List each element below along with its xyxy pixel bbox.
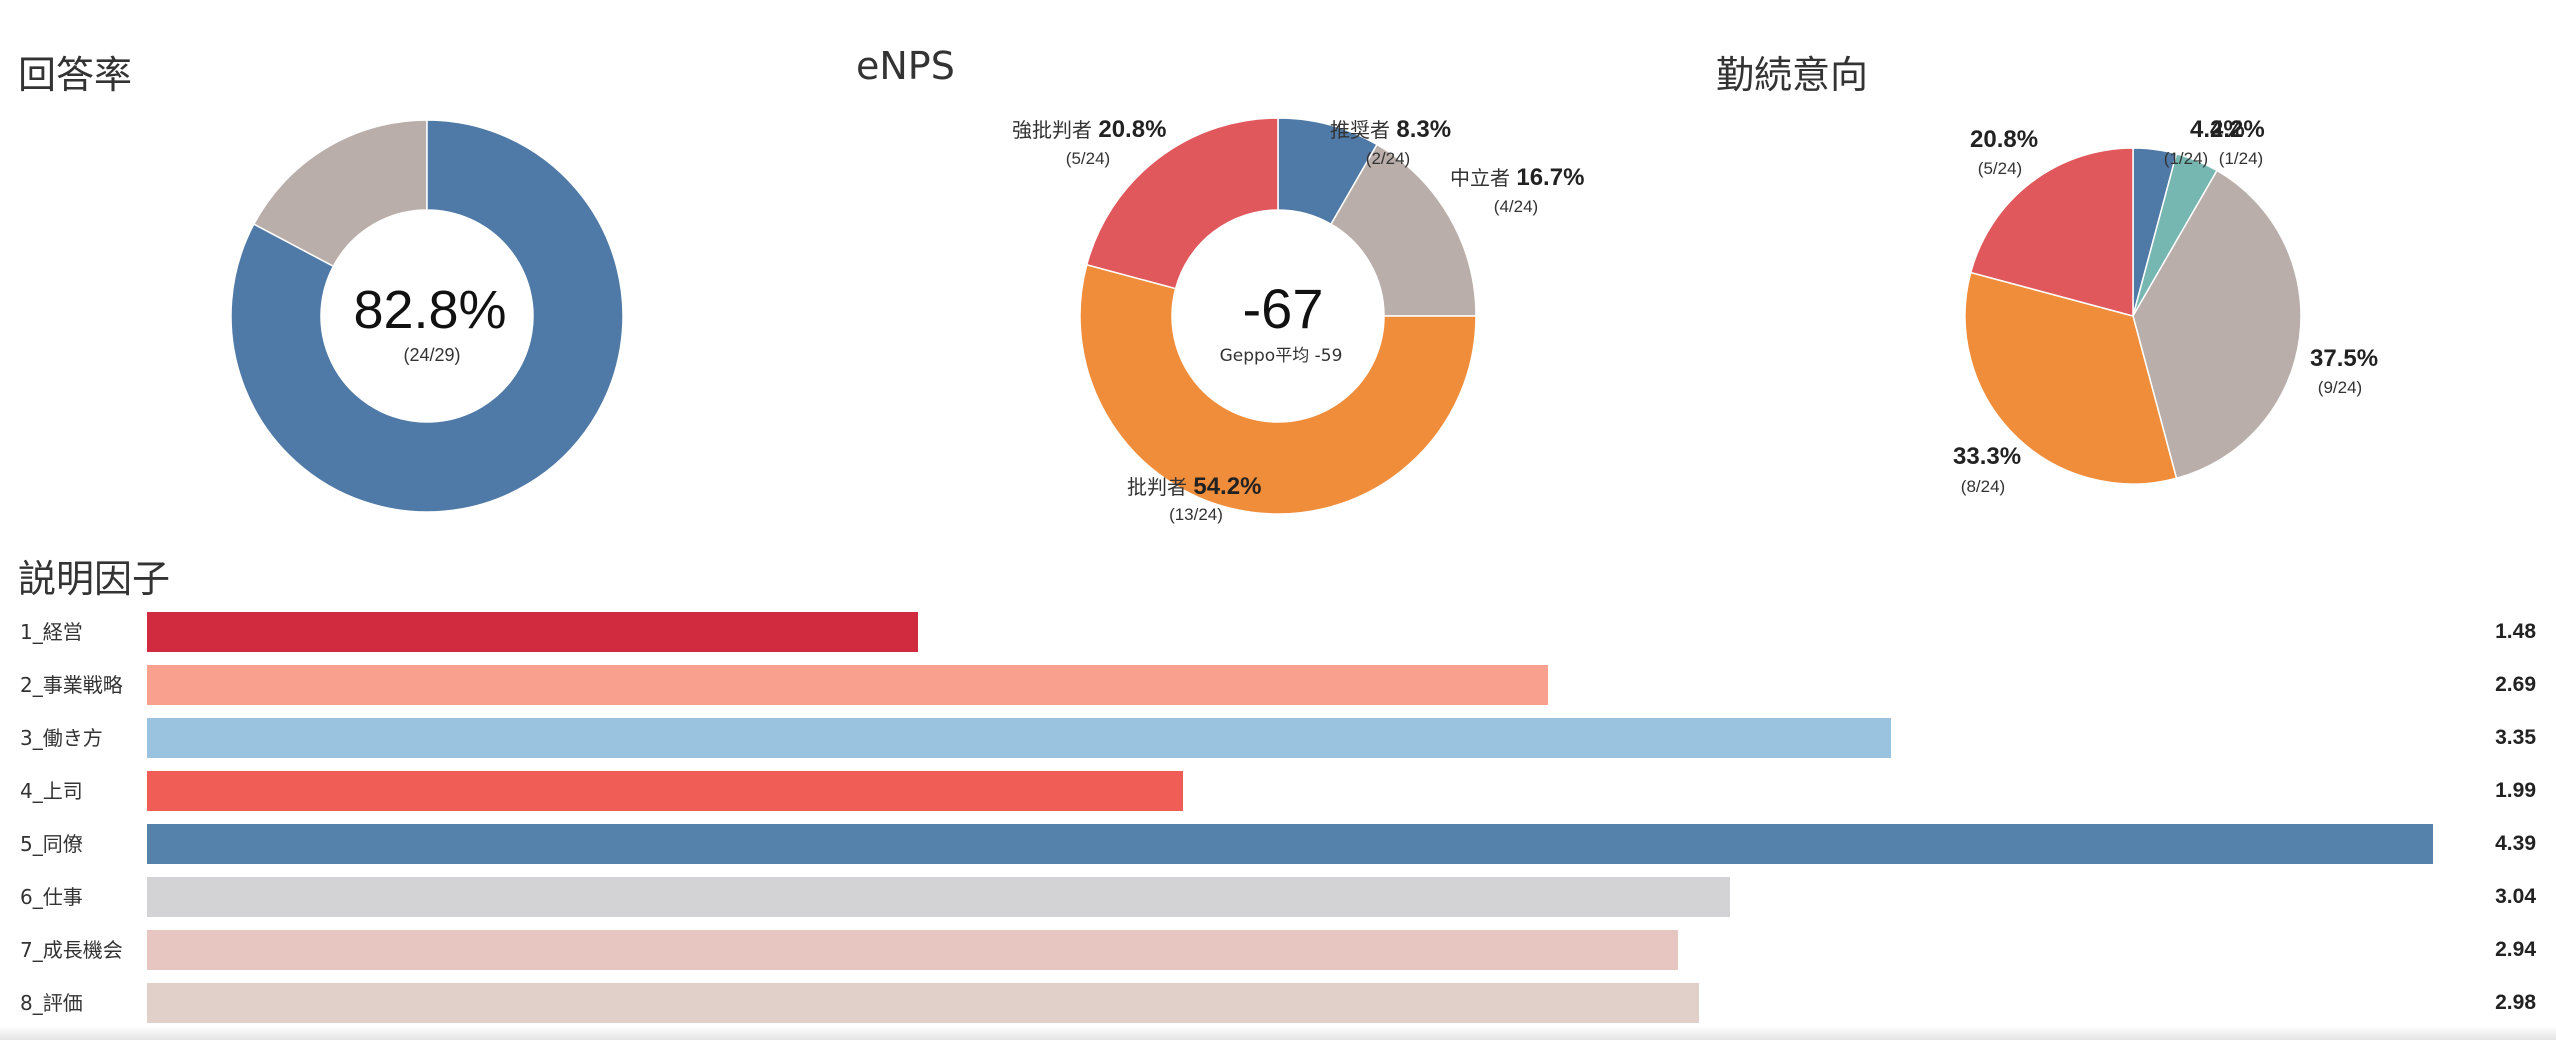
slice-category-label: 推奨者: [1330, 118, 1396, 142]
slice-label: 中立者 16.7%: [1450, 164, 1584, 191]
slice-category-label: 中立者: [1450, 166, 1516, 190]
bar-row: 6_仕事 3.04: [0, 877, 2556, 917]
bar-category-label: 8_評価: [20, 991, 83, 1015]
bar-row: 3_働き方 3.35: [0, 718, 2556, 758]
slice-category-label: 批判者: [1127, 475, 1193, 499]
donut-center-subtext: Geppo平均 -59: [1220, 346, 1343, 366]
bar-row: 5_同僚 4.39: [0, 824, 2556, 864]
pie-slice: [1329, 143, 1477, 317]
bar-category-label: 7_成長機会: [20, 938, 123, 962]
slice-count-label: (5/24): [1066, 149, 1110, 168]
slice-label: 推奨者 8.3%: [1330, 116, 1451, 143]
slice-percent-label: 4.2%: [2190, 116, 2245, 143]
slice-count-label: (4/24): [1494, 197, 1538, 216]
slice-percent-label: 4.2%: [2210, 116, 2265, 143]
pie-chart-1: -67 Geppo平均 -59 推奨者 8.3% (2/24) 中立者 16.7% (4/…: [1012, 116, 1584, 524]
pie-slice: [1964, 271, 2178, 485]
bar-category-label: 1_経営: [20, 620, 83, 644]
bar-value-label: 2.69: [2495, 673, 2536, 696]
bar-category-label: 4_上司: [20, 779, 83, 803]
bar-category-label: 5_同僚: [20, 832, 83, 856]
slice-percent-label: 8.3%: [1396, 116, 1451, 143]
slice-count-label: (2/24): [1366, 149, 1410, 168]
slice-percent-label: 16.7%: [1516, 164, 1584, 191]
slice-label: 37.5%: [2310, 345, 2378, 372]
slice-count-label: (8/24): [1961, 477, 2005, 496]
slice-percent-label: 54.2%: [1193, 473, 1261, 500]
bar-row: 1_経営 1.48: [0, 612, 2556, 652]
bar-value-label: 4.39: [2495, 832, 2536, 855]
bar-row: 8_評価 2.98: [0, 983, 2556, 1023]
bottom-edge-shadow: [0, 1026, 2556, 1040]
enps-title: eNPS: [856, 44, 955, 88]
slice-percent-label: 20.8%: [1098, 116, 1166, 143]
donut-center-value: -67: [1243, 277, 1324, 340]
slice-count-label: (5/24): [1978, 159, 2022, 178]
bar-category-label: 6_仕事: [20, 885, 83, 909]
slice-label: 4.2%: [2190, 116, 2245, 143]
explanatory-factors-title: 説明因子: [18, 557, 171, 601]
bar: [147, 612, 918, 652]
bar: [147, 665, 1548, 705]
slice-percent-label: 20.8%: [1970, 126, 2038, 153]
bar: [147, 718, 1892, 758]
bar: [147, 930, 1678, 970]
pie-chart-0: 82.8% (24/29): [230, 119, 624, 513]
bar-row: 7_成長機会 2.94: [0, 930, 2556, 970]
slice-label: 強批判者 20.8%: [1012, 116, 1166, 143]
pie-chart-2: 4.2%(1/24)4.2%(1/24)37.5%(9/24)33.3%(8/2…: [1953, 116, 2378, 496]
bar-row: 2_事業戦略 2.69: [0, 665, 2556, 705]
retention-intent-title: 勤続意向: [1716, 53, 1869, 97]
bar-value-label: 1.48: [2495, 620, 2536, 643]
slice-count-label: (9/24): [2318, 378, 2362, 397]
pie-slice: [1079, 263, 1477, 515]
slice-percent-label: 37.5%: [2310, 345, 2378, 372]
donut-center-value: 82.8%: [353, 280, 506, 340]
bar-category-label: 2_事業戦略: [20, 673, 123, 697]
pie-slice: [230, 119, 624, 513]
bar-value-label: 2.94: [2495, 938, 2536, 961]
pie-charts: 82.8% (24/29) -67 Geppo平均 -59 推奨者 8.3% (2/24)…: [230, 116, 2378, 524]
bar-category-label: 3_働き方: [20, 726, 103, 750]
slice-percent-label: 33.3%: [1953, 443, 2021, 470]
pie-slice: [2132, 169, 2302, 480]
bar: [147, 824, 2433, 864]
slice-count-label: (1/24): [2164, 149, 2208, 168]
bar-value-label: 2.98: [2495, 991, 2536, 1014]
donut-center-subtext: (24/29): [403, 345, 460, 365]
pie-slice: [1085, 117, 1279, 290]
bar-value-label: 3.04: [2495, 885, 2536, 908]
pie-slice: [252, 119, 428, 268]
slice-count-label: (13/24): [1169, 505, 1223, 524]
slice-label: 批判者 54.2%: [1127, 473, 1261, 500]
bar: [147, 877, 1731, 917]
slice-label: 33.3%: [1953, 443, 2021, 470]
bar-value-label: 1.99: [2495, 779, 2536, 802]
bar: [147, 983, 1699, 1023]
slice-label: 4.2%: [2210, 116, 2265, 143]
bar: [147, 771, 1184, 811]
slice-label: 20.8%: [1970, 126, 2038, 153]
slice-category-label: 強批判者: [1012, 118, 1098, 142]
bar-value-label: 3.35: [2495, 726, 2536, 749]
pie-slice: [1969, 147, 2134, 317]
response-rate-title: 回答率: [18, 53, 133, 97]
slice-count-label: (1/24): [2219, 149, 2263, 168]
bar-row: 4_上司 1.99: [0, 771, 2556, 811]
